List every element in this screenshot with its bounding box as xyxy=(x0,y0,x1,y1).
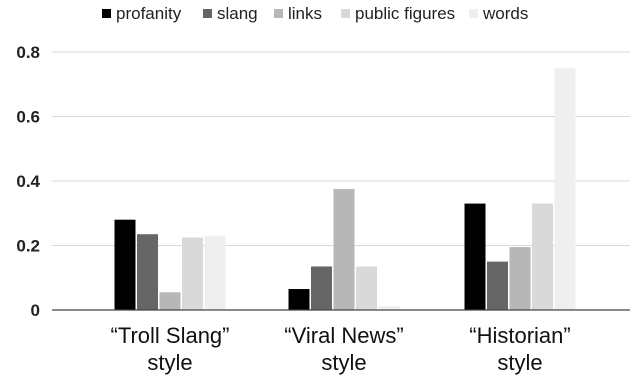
bar-links-1 xyxy=(333,189,355,310)
y-axis: 0 0.2 0.4 0.6 0.8 xyxy=(16,43,40,320)
legend-swatch-words xyxy=(469,9,478,18)
legend-label: links xyxy=(288,4,322,23)
bar-slang-0 xyxy=(137,234,158,310)
bar-public-figures-0 xyxy=(182,237,203,310)
x-category-label: style xyxy=(497,350,542,375)
bars xyxy=(114,68,576,310)
bar-words-0 xyxy=(204,235,226,310)
legend: profanity slang links public figures words xyxy=(102,4,528,23)
bar-links-2 xyxy=(509,247,531,310)
bar-slang-2 xyxy=(487,261,508,310)
legend-label: profanity xyxy=(116,4,182,23)
legend-swatch-slang xyxy=(203,9,212,18)
y-tick-label: 0.4 xyxy=(16,172,40,191)
bar-words-2 xyxy=(554,68,576,310)
x-category-label: “Historian” xyxy=(469,323,570,348)
bar-slang-1 xyxy=(311,266,332,310)
legend-label: words xyxy=(482,4,528,23)
bar-profanity-1 xyxy=(288,289,310,310)
bar-public-figures-1 xyxy=(356,266,377,310)
bar-words-1 xyxy=(378,306,400,310)
legend-label: public figures xyxy=(355,4,455,23)
bar-links-0 xyxy=(159,292,181,310)
legend-swatch-public-figures xyxy=(341,9,350,18)
x-category-label: style xyxy=(147,350,192,375)
bar-public-figures-2 xyxy=(532,203,553,310)
legend-swatch-links xyxy=(274,9,283,18)
bar-profanity-2 xyxy=(464,203,486,310)
x-category-label: style xyxy=(321,350,366,375)
y-tick-label: 0 xyxy=(31,301,40,320)
x-category-label: “Viral News” xyxy=(284,323,403,348)
y-tick-label: 0.8 xyxy=(16,43,40,62)
legend-label: slang xyxy=(217,4,258,23)
y-tick-label: 0.2 xyxy=(16,237,40,256)
y-tick-label: 0.6 xyxy=(16,108,40,127)
x-category-label: “Troll Slang” xyxy=(111,323,230,348)
x-axis: “Troll Slang”style“Viral News”style“Hist… xyxy=(52,309,630,375)
bar-profanity-0 xyxy=(114,219,136,310)
legend-swatch-profanity xyxy=(102,9,111,18)
